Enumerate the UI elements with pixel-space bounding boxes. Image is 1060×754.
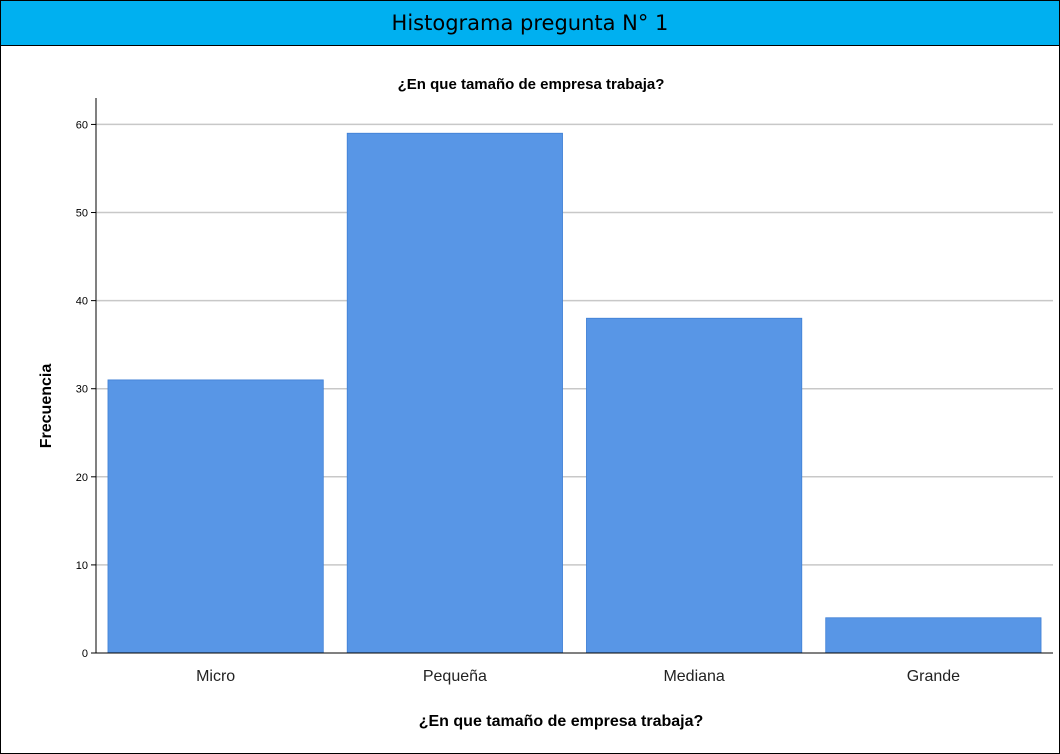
x-tick-label: Mediana (663, 668, 724, 685)
y-tick-label: 40 (76, 296, 88, 308)
bar (586, 317, 803, 654)
y-tick-label: 20 (76, 472, 88, 484)
y-tick-label: 60 (76, 119, 88, 131)
bar (346, 132, 563, 654)
y-tick-label: 0 (82, 648, 88, 660)
y-tick-label: 10 (76, 560, 88, 572)
bar-chart: ¿En que tamaño de empresa trabaja? 0 10 20… (38, 76, 1053, 730)
header-banner: Histograma pregunta N° 1 (1, 1, 1059, 46)
y-tick-label: 30 (76, 384, 88, 396)
bar (825, 617, 1042, 654)
y-tick-label: 50 (76, 208, 88, 220)
x-axis-label: ¿En que tamaño de empresa trabaja? (419, 713, 704, 730)
axes-group: 0 10 20 30 40 50 60 Micro Pequeña Mediana Grande (76, 98, 1053, 685)
bars-group (107, 132, 1042, 654)
x-tick-label: Micro (196, 668, 235, 685)
x-tick-label: Grande (907, 668, 960, 685)
y-axis-label: Frecuencia (38, 364, 55, 449)
header-title: Histograma pregunta N° 1 (391, 11, 669, 35)
bar (107, 379, 324, 654)
chart-title: ¿En que tamaño de empresa trabaja? (398, 76, 665, 93)
x-tick-label: Pequeña (423, 668, 487, 685)
